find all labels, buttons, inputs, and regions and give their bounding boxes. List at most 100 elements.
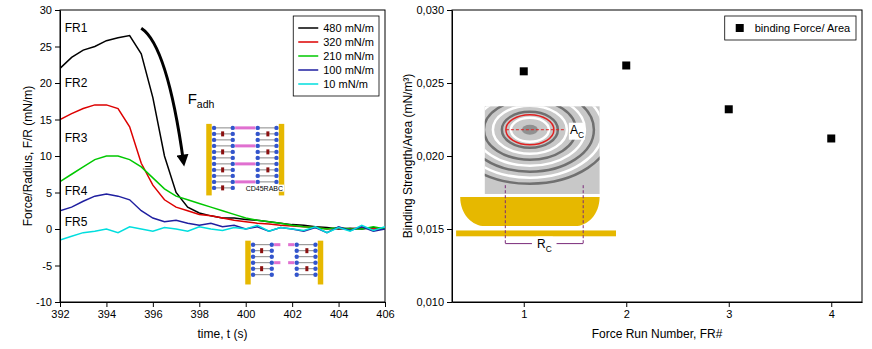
x-tick-label: 1 [521,308,527,320]
annotation-patch [64,131,89,145]
cartoon-lipid-head [295,248,299,252]
cartoon-lipid-head [212,132,216,136]
y-axis-line [60,11,61,303]
legend-swatch [298,41,318,43]
cartoon-lipid-head [313,272,317,276]
annotation: FR2 [65,76,88,90]
cartoon-lipid-head [313,254,317,258]
cartoon-lipid-head [231,126,235,130]
x-tick-mark [385,302,386,307]
cartoon-lipid-head [295,254,299,258]
cartoon-cholesterol [221,185,224,190]
y-tick-label: 30 [40,4,52,16]
cartoon-lipid-head [251,266,255,270]
inset-ring [493,106,567,153]
series-line [60,225,385,240]
cartoon-lipid-head [256,150,260,154]
legend: binding Force/ Area [725,16,856,40]
x-tick-mark [106,302,107,307]
cartoon-receptor [274,261,280,264]
cartoon-receptor [288,243,294,246]
x-axis: 1234 [453,302,863,320]
cartoon-lipid-head [231,156,235,160]
cartoon-support [245,241,250,285]
x-tick-mark [199,302,200,307]
cartoon-support [206,124,211,196]
cartoon-lipid-tail [216,139,232,140]
annotation-text: A [570,123,578,137]
cartoon-lipid-head [256,174,260,178]
x-tick-mark [292,302,293,307]
x-tick-label: 394 [98,308,116,320]
y-tick-mark [447,156,452,157]
cartoon-lipid-tail [259,139,275,140]
inset-substrate [456,230,616,236]
cartoon-receptor [235,180,255,183]
point [725,105,733,113]
x-tick: 3 [726,302,732,320]
cartoon-lipid-tail [259,181,275,182]
cartoon-lipid-head [274,126,278,130]
cartoon-lipid-tail [216,157,232,158]
cartoon-lipid-head [212,162,216,166]
y-tick-mark [447,229,452,230]
cartoon-lipid-tail [259,163,275,164]
cartoon-lipid-head [274,162,278,166]
cartoon-cholesterol [266,149,269,154]
y-tick-label: 0,025 [416,77,444,89]
y-tick-mark [55,302,60,303]
series-line [60,194,385,233]
annotation-subscript: C [546,244,552,254]
legend-box [293,16,379,96]
y-tick-mark [55,120,60,121]
cartoon-unbound [245,241,323,285]
annotation-subscript: adh [197,98,215,110]
y-tick-label: 20 [40,77,52,89]
cartoon-lipid-head [270,254,274,258]
annotation-text: CD45RABC [246,185,283,192]
cartoon-lipid-head [212,126,216,130]
adhesion-arrow [141,28,183,162]
inset-lens [460,197,599,226]
series-line [60,105,385,229]
y-tick: 0 [46,223,60,235]
cartoon-lipid-head [256,126,260,130]
legend-swatch [298,27,318,29]
inset-ring [485,106,585,165]
cartoon-lipid-head [231,144,235,148]
cartoon-lipid-head [251,254,255,258]
panel: 12340,0100,0150,0200,0250,030Force Run N… [401,4,863,341]
cartoon-lipid-head [231,132,235,136]
y-tick: 20 [40,77,60,89]
y-tick: 15 [40,114,60,126]
legend-label: 10 mN/m [323,78,368,90]
cartoon-lipid-tail [298,244,314,245]
cartoon-lipid-head [274,180,278,184]
annotation-patch [64,184,89,198]
x-tick-mark [153,302,154,307]
plot-frame [60,10,385,302]
cartoon-lipid-tail [298,262,314,263]
x-tick-label: 4 [829,308,835,320]
cartoon-lipid-tail [216,163,232,164]
y-axis-line [452,11,453,303]
annotation-patch [187,89,216,110]
cartoon-cholesterol [221,131,224,136]
x-tick-mark [339,302,340,307]
cartoon-lipid-head [313,266,317,270]
y-tick-mark [55,83,60,84]
cartoon-cholesterol [221,167,224,172]
inset-ring [485,106,600,177]
cartoon-lipid-head [212,150,216,154]
x-tick-label: 402 [283,308,301,320]
y-tick-label: 15 [40,114,52,126]
y-axis: -10-5051015202530 [36,4,60,308]
x-axis-line [453,302,863,303]
cartoon-lipid-tail [259,175,275,176]
legend-label: binding Force/ Area [755,22,851,34]
cartoon-lipid-head [212,186,216,190]
cartoon-lipid-head [231,174,235,178]
inset-ring [485,106,594,171]
y-tick-label: 10 [40,150,52,162]
cartoon-lipid-tail [216,127,232,128]
